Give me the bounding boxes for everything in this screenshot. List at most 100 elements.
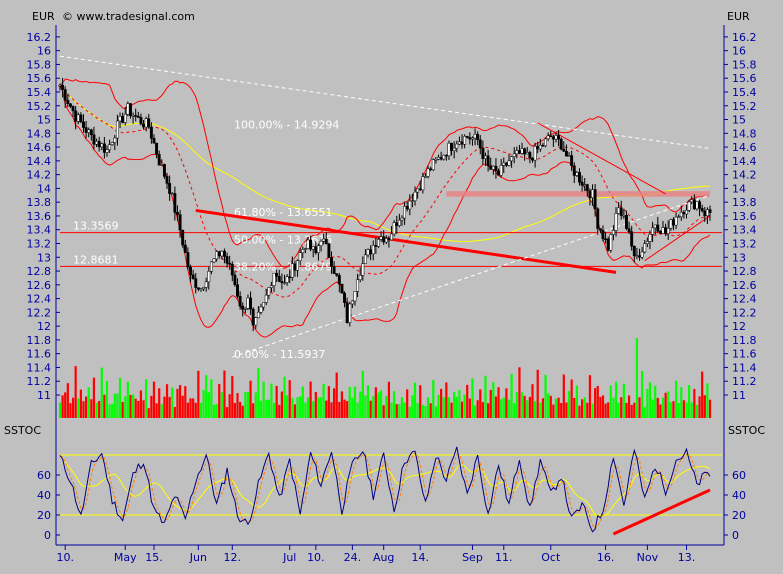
candle-body (442, 154, 446, 160)
candle-body (324, 238, 328, 244)
candle-body (220, 250, 224, 257)
volume-bar (468, 398, 471, 418)
price-tick-label-right: 13.4 (732, 224, 757, 237)
volume-bar (139, 390, 143, 418)
volume-bar (534, 401, 537, 418)
time-tick-label: Aug (373, 551, 394, 564)
volume-bar (489, 389, 492, 418)
volume-bar (309, 381, 312, 418)
candle-body (113, 137, 117, 143)
volume-bar (197, 370, 200, 418)
candle-body (71, 106, 75, 112)
candle-body (476, 134, 480, 141)
volume-bar (77, 398, 80, 418)
candle-body (246, 297, 250, 309)
indicator-right-label: SSTOC (728, 424, 765, 437)
candle-body (173, 193, 177, 213)
candle-body (619, 207, 623, 216)
volume-bar (353, 386, 357, 418)
candle-body (638, 255, 641, 258)
volume-bar (536, 369, 539, 418)
volume-bar (173, 407, 176, 418)
price-tick-label-right: 15.8 (732, 58, 757, 71)
volume-bar (254, 392, 257, 418)
candle-body (118, 116, 122, 122)
volume-bar (257, 368, 260, 418)
candle-body (311, 246, 315, 250)
candle-body (447, 142, 451, 157)
volume-bar (403, 402, 406, 418)
candle-body (400, 217, 404, 221)
volume-bar (481, 402, 484, 418)
volume-bar (301, 386, 304, 418)
candle-body (656, 224, 660, 232)
volume-bar (413, 382, 417, 418)
volume-bar (71, 397, 75, 418)
candle-body (131, 115, 135, 117)
volume-bar (588, 375, 592, 418)
price-tick-label-right: 11.8 (732, 334, 757, 347)
candle-body (306, 239, 310, 249)
candle-body (350, 300, 354, 305)
volume-bar (108, 404, 111, 418)
price-tick-label-right: 13.8 (732, 196, 757, 209)
candle-body (272, 272, 276, 286)
volume-bar (158, 388, 161, 418)
volume-bar (510, 373, 513, 418)
candle-body (76, 114, 80, 122)
candle-body (491, 165, 495, 170)
volume-bar (698, 396, 701, 418)
time-tick-label: 13. (678, 551, 696, 564)
candle-body (390, 233, 393, 241)
fibonacci-label: 100.00% - 14.9294 (234, 118, 339, 131)
volume-bar (288, 380, 291, 418)
candle-body (144, 118, 148, 128)
volume-bar (487, 403, 490, 418)
candle-body (661, 227, 665, 234)
volume-bar (194, 402, 197, 418)
time-tick-label: 16. (597, 551, 615, 564)
candle-body (361, 263, 365, 276)
candle-body (267, 287, 271, 296)
price-tick-label-left: 13.2 (27, 237, 52, 250)
price-tick-label-left: 15.6 (27, 72, 52, 85)
volume-bar (667, 391, 670, 418)
volume-bar (416, 403, 419, 418)
volume-panel (58, 338, 712, 418)
stoch-rising-trend-line (612, 488, 711, 536)
candle-body (168, 183, 172, 194)
volume-bar (672, 401, 675, 418)
candle-body (528, 152, 532, 159)
candle-body (92, 134, 96, 145)
volume-bar (249, 380, 252, 418)
candle-body (217, 251, 221, 257)
volume-bar (361, 370, 364, 418)
candle-body (434, 159, 438, 161)
volume-bar (432, 380, 435, 418)
volume-bar (575, 385, 578, 418)
volume-bar (633, 402, 636, 418)
volume-bar (638, 397, 641, 418)
price-tick-label-right: 12.4 (732, 293, 757, 306)
candle-body (421, 176, 425, 191)
price-tick-label-right: 13 (732, 251, 746, 264)
volume-bar (560, 402, 563, 418)
candle-body (596, 208, 600, 229)
volume-bar (314, 391, 317, 418)
candle-body (562, 148, 566, 152)
volume-bar (87, 387, 90, 418)
volume-bar (601, 395, 605, 418)
volume-bar (192, 398, 195, 418)
candle-body (591, 189, 594, 199)
volume-bar (134, 398, 137, 418)
candle-body (486, 155, 490, 166)
candle-body (690, 199, 694, 203)
price-tick-label-left: 13.4 (27, 224, 52, 237)
price-tick-label-right: 15.2 (732, 100, 757, 113)
volume-bar (98, 400, 101, 418)
candle-body (155, 142, 159, 155)
candle-body (606, 238, 610, 251)
candle-body (129, 103, 132, 116)
price-tick-label-left: 12.2 (27, 306, 52, 319)
volume-bar (408, 406, 411, 418)
